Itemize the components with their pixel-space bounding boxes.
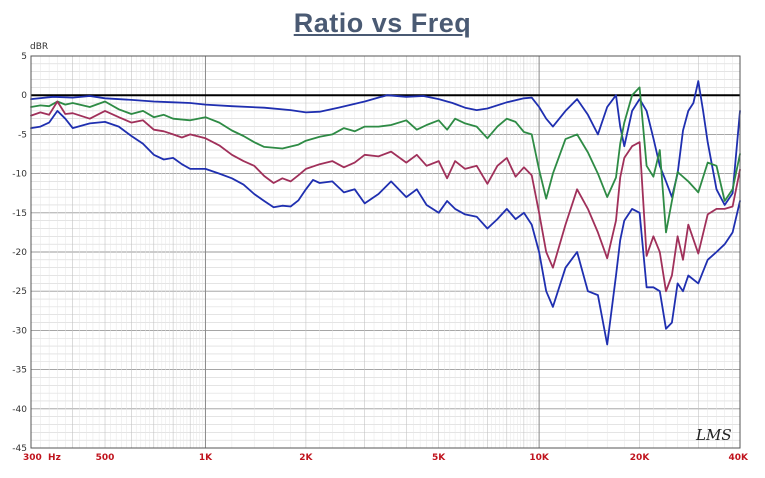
chart-title: Ratio vs Freq bbox=[293, 8, 472, 38]
x-tick-label: 5K bbox=[432, 453, 446, 463]
x-tick-label: 2K bbox=[299, 453, 313, 463]
y-tick-label: 0 bbox=[21, 91, 27, 101]
series-line-1 bbox=[30, 80, 741, 206]
y-tick-label: -30 bbox=[12, 326, 27, 336]
y-axis-label: dBR bbox=[30, 42, 49, 52]
series-line-2 bbox=[30, 86, 741, 234]
x-tick-label: 40K bbox=[729, 453, 750, 463]
x-tick-label: 1K bbox=[199, 453, 213, 463]
series-line-3 bbox=[30, 100, 741, 293]
y-tick-label: -35 bbox=[12, 366, 27, 376]
y-tick-label: -5 bbox=[18, 130, 27, 140]
lms-logo-glyph: LMS bbox=[695, 426, 732, 444]
series-line-4 bbox=[30, 110, 741, 346]
x-tick-label: 500 bbox=[96, 453, 115, 463]
plot-frame bbox=[30, 55, 741, 449]
y-tick-label: -25 bbox=[12, 287, 27, 297]
y-tick-label: -20 bbox=[12, 248, 27, 258]
y-tick-label: -45 bbox=[12, 444, 27, 454]
x-tick-label: 10K bbox=[529, 453, 550, 463]
y-tick-label: -10 bbox=[12, 170, 27, 180]
x-tick-label: 300 Hz bbox=[23, 453, 61, 463]
y-tick-label: 5 bbox=[21, 52, 27, 62]
y-tick-label: -40 bbox=[12, 405, 27, 415]
lms-watermark: LMS bbox=[694, 424, 734, 450]
y-tick-label: -15 bbox=[12, 209, 27, 219]
x-tick-label: 20K bbox=[630, 453, 651, 463]
svg-text:LMS: LMS bbox=[695, 426, 732, 444]
